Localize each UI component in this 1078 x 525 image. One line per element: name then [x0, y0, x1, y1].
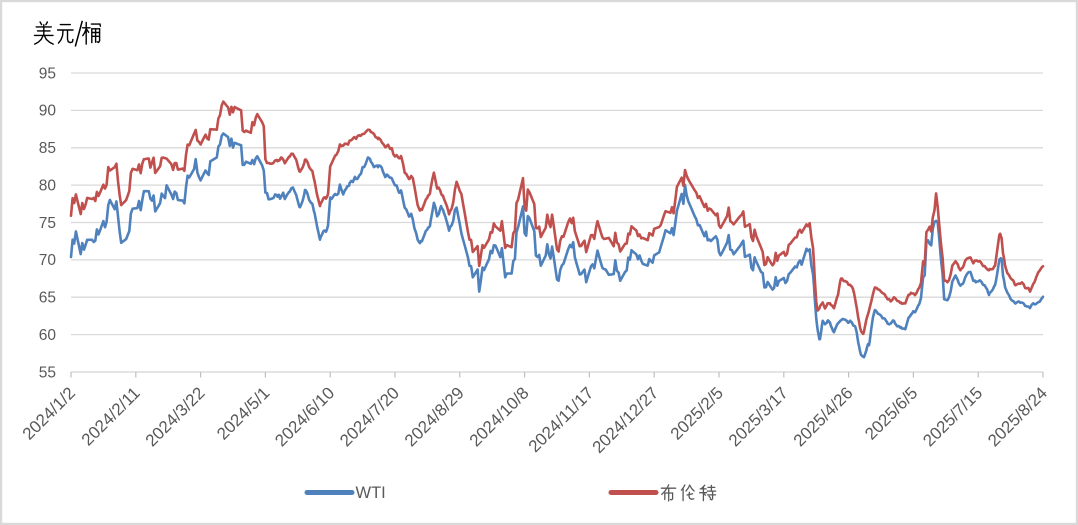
svg-text:75: 75: [39, 215, 56, 232]
svg-text:85: 85: [39, 140, 56, 157]
svg-text:55: 55: [39, 364, 56, 381]
svg-text:95: 95: [39, 65, 56, 82]
svg-text:90: 90: [39, 103, 57, 120]
svg-text:80: 80: [39, 177, 57, 194]
svg-text:65: 65: [39, 290, 56, 307]
svg-text:60: 60: [39, 327, 57, 344]
svg-text:70: 70: [39, 252, 57, 269]
svg-text:WTI: WTI: [356, 484, 386, 502]
